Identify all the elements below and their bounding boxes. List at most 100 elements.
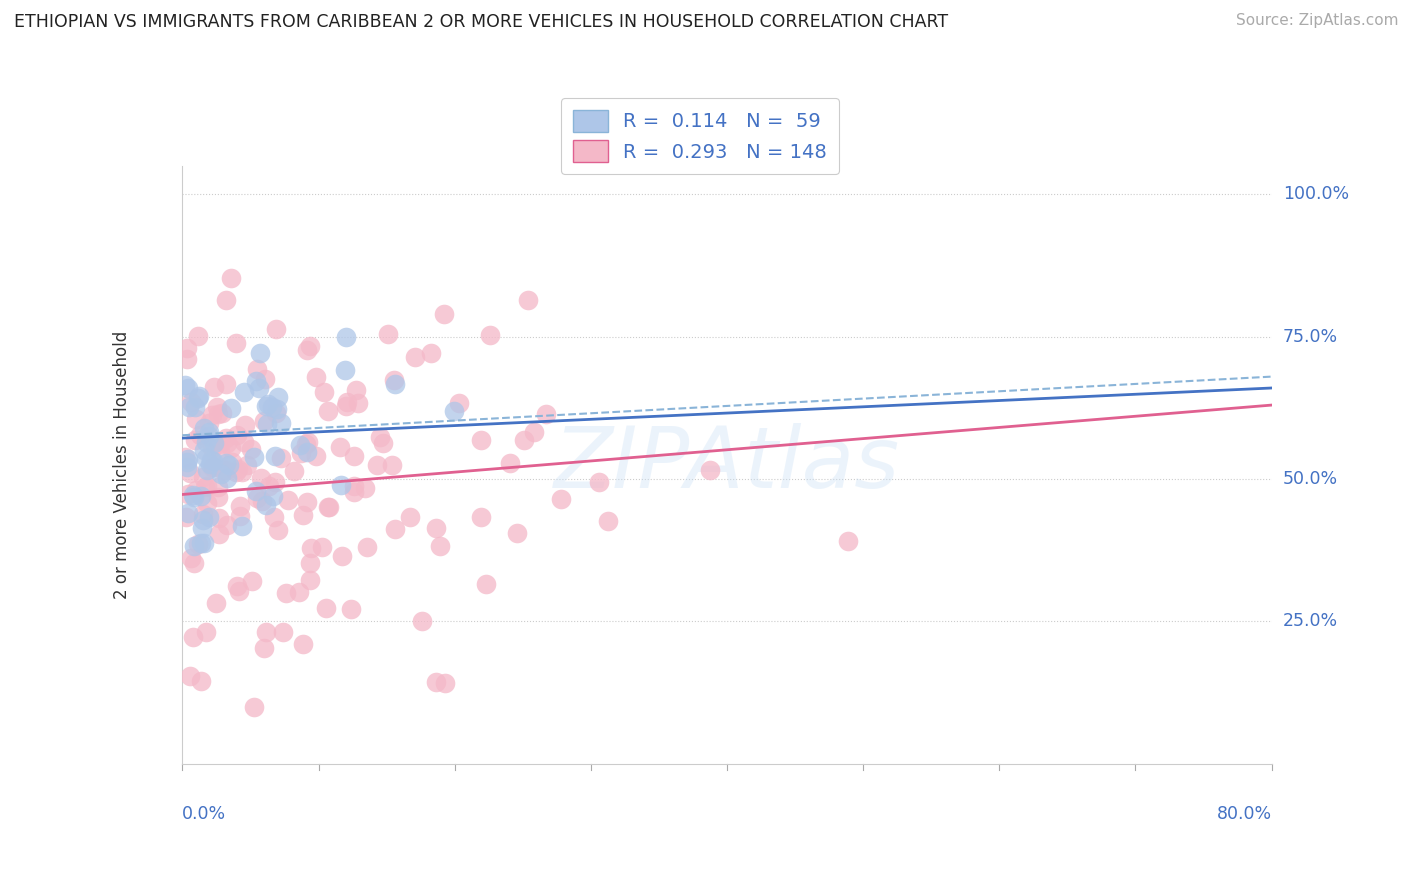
Point [201, 459, 224, 474]
Point [295, 437, 318, 451]
Point [225, 427, 247, 442]
Point [183, 539, 205, 553]
Point [231, 465, 253, 479]
Point [186, 483, 208, 498]
Point [316, 404, 339, 418]
Point [195, 451, 218, 466]
Point [229, 499, 252, 513]
Point [177, 487, 200, 501]
Point [232, 385, 254, 400]
Point [550, 492, 572, 507]
Legend: R =  0.114   N =  59, R =  0.293   N = 148: R = 0.114 N = 59, R = 0.293 N = 148 [561, 98, 838, 174]
Point [277, 492, 299, 507]
Point [174, 450, 197, 464]
Point [498, 456, 520, 470]
Point [174, 378, 197, 392]
Point [184, 433, 207, 447]
Point [297, 444, 319, 458]
Point [176, 352, 198, 367]
Point [190, 489, 212, 503]
Point [250, 471, 273, 485]
Point [218, 458, 240, 473]
Text: 25.0%: 25.0% [1282, 613, 1339, 631]
Point [311, 540, 333, 554]
Point [176, 506, 198, 520]
Point [208, 444, 231, 458]
Point [288, 585, 311, 599]
Point [299, 541, 322, 555]
Point [209, 467, 232, 481]
Point [193, 536, 215, 550]
Point [291, 508, 314, 522]
Point [236, 458, 259, 472]
Point [232, 434, 254, 449]
Point [181, 488, 204, 502]
Point [207, 490, 229, 504]
Point [247, 381, 270, 395]
Point [478, 328, 501, 343]
Point [187, 391, 209, 405]
Text: 0.0%: 0.0% [183, 805, 226, 823]
Point [202, 435, 225, 450]
Point [201, 442, 224, 456]
Point [429, 539, 451, 553]
Point [433, 307, 456, 321]
Point [299, 574, 322, 588]
Point [207, 480, 229, 494]
Point [425, 520, 447, 534]
Point [256, 417, 278, 432]
Point [239, 442, 262, 456]
Point [270, 417, 292, 431]
Point [176, 341, 198, 355]
Point [330, 549, 353, 564]
Point [176, 454, 198, 468]
Point [411, 614, 433, 628]
Point [193, 442, 215, 457]
Point [305, 449, 328, 463]
Point [335, 330, 357, 344]
Point [506, 525, 529, 540]
Point [399, 510, 422, 524]
Point [183, 630, 205, 644]
Point [211, 406, 233, 420]
Point [299, 556, 322, 570]
Point [315, 601, 337, 615]
Point [270, 450, 292, 465]
Point [340, 602, 363, 616]
Point [598, 514, 620, 528]
Point [447, 396, 470, 410]
Text: ZIPAtlas: ZIPAtlas [554, 424, 900, 507]
Text: 2 or more Vehicles in Household: 2 or more Vehicles in Household [114, 331, 131, 599]
Point [198, 429, 221, 443]
Point [263, 475, 285, 489]
Point [215, 517, 238, 532]
Point [254, 399, 277, 413]
Point [262, 489, 284, 503]
Point [186, 411, 208, 425]
Point [299, 339, 322, 353]
Point [205, 596, 228, 610]
Point [330, 478, 353, 492]
Point [212, 463, 235, 477]
Point [283, 464, 305, 478]
Point [207, 408, 229, 422]
Point [356, 540, 378, 554]
Point [202, 453, 225, 467]
Point [198, 416, 221, 430]
Point [333, 363, 356, 377]
Point [699, 463, 721, 477]
Point [193, 421, 215, 435]
Point [208, 511, 231, 525]
Point [195, 496, 218, 510]
Point [318, 500, 340, 514]
Point [353, 482, 375, 496]
Point [433, 676, 456, 690]
Point [242, 699, 264, 714]
Point [470, 433, 492, 447]
Point [202, 460, 225, 475]
Point [190, 521, 212, 535]
Point [177, 381, 200, 395]
Point [188, 428, 211, 442]
Point [273, 625, 295, 640]
Point [297, 435, 319, 450]
